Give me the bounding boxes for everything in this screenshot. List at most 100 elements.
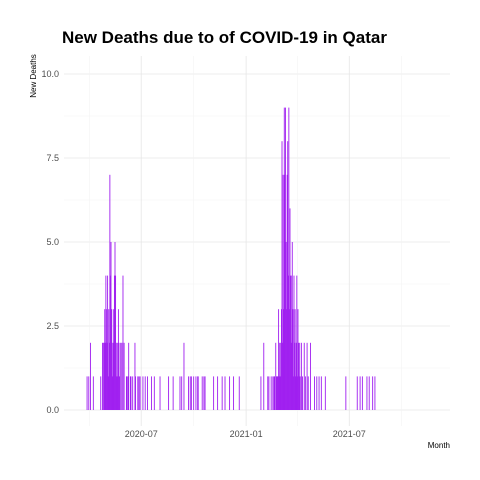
bar [314, 376, 315, 410]
bar [116, 342, 118, 410]
bar [183, 342, 185, 410]
bar [151, 376, 152, 410]
bar [283, 107, 285, 410]
bar [292, 309, 294, 410]
bar [282, 342, 284, 410]
bar [272, 376, 274, 410]
bar [298, 342, 299, 410]
bar [287, 141, 289, 410]
bar [282, 174, 284, 410]
bar [107, 275, 109, 410]
bar [121, 342, 123, 410]
bar [267, 376, 269, 410]
bar [279, 376, 281, 410]
bar [291, 275, 293, 410]
bar [288, 309, 290, 410]
bar [135, 376, 136, 410]
bar [108, 309, 110, 410]
bar [92, 376, 94, 410]
chart-title: New Deaths due to of COVID-19 in Qatar [62, 28, 387, 47]
bar [105, 275, 107, 410]
bar [304, 376, 306, 410]
bar [290, 342, 292, 410]
bar [127, 376, 129, 410]
bar [111, 309, 113, 410]
bar [277, 376, 279, 410]
bar [109, 174, 111, 410]
bar [213, 376, 215, 410]
y-tick-labels: 0.0 2.5 5.0 7.5 10.0 [41, 69, 59, 415]
bar [221, 376, 223, 410]
bar [270, 376, 272, 410]
bar [138, 376, 140, 410]
bar [277, 376, 278, 410]
bar [275, 376, 277, 410]
bar [275, 342, 277, 410]
bar [179, 376, 181, 410]
bar [281, 141, 283, 410]
gridlines [64, 56, 450, 426]
bar [112, 376, 114, 410]
bar [188, 376, 189, 410]
bar [291, 242, 293, 410]
bar [147, 376, 148, 410]
bar [359, 376, 361, 410]
bar [310, 342, 311, 410]
y-axis-label: New Deaths [29, 54, 38, 98]
x-tick-label: 2020-07 [125, 429, 158, 439]
bar [280, 309, 282, 410]
bar [285, 242, 287, 410]
bar [115, 275, 117, 410]
bar [106, 309, 107, 410]
bar [300, 342, 302, 410]
bar [106, 342, 108, 410]
bar [286, 174, 288, 410]
bar [302, 376, 303, 410]
bar [90, 342, 91, 410]
bar [122, 275, 124, 410]
x-tick-labels: 2020-07 2021-01 2021-07 [125, 429, 366, 439]
bar [190, 376, 192, 410]
bar [204, 376, 206, 410]
bar [119, 376, 121, 410]
bar [293, 275, 295, 410]
bar [113, 342, 115, 410]
bar [224, 376, 226, 410]
bar [295, 376, 297, 410]
bar [123, 342, 125, 410]
bar [126, 376, 128, 410]
bar [296, 376, 298, 410]
bar [115, 342, 117, 410]
bar [306, 342, 308, 410]
bar [280, 342, 282, 410]
bar [276, 376, 278, 410]
bars [86, 107, 376, 410]
bar [294, 342, 295, 410]
bar [134, 342, 136, 410]
y-tick-label: 10.0 [41, 69, 59, 79]
bar [172, 376, 174, 410]
bar [193, 376, 195, 410]
bar [195, 376, 197, 410]
bar [361, 376, 363, 410]
x-tick-label: 2021-07 [333, 429, 366, 439]
bar [197, 376, 199, 410]
bar [113, 275, 115, 410]
bar [278, 309, 280, 410]
bar [142, 376, 144, 410]
bar [197, 376, 199, 410]
bar [104, 342, 106, 410]
y-tick-label: 7.5 [46, 153, 59, 163]
bar [203, 376, 205, 410]
bar [168, 376, 170, 410]
bar [287, 275, 289, 410]
bar [100, 376, 102, 410]
bar [102, 342, 103, 410]
bar [292, 376, 294, 410]
bar [139, 376, 141, 410]
bar [297, 309, 299, 410]
bar [110, 242, 112, 410]
bar [104, 309, 106, 410]
bar [299, 342, 301, 410]
bar [286, 309, 288, 410]
